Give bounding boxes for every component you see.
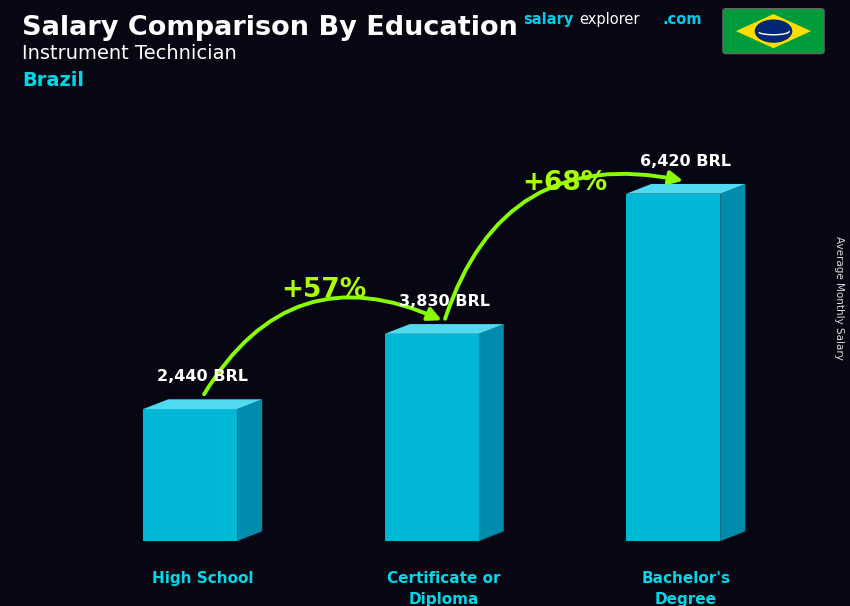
Polygon shape [237,399,262,541]
FancyBboxPatch shape [723,8,824,53]
Polygon shape [385,324,504,334]
Circle shape [756,20,791,42]
Polygon shape [626,184,745,194]
Polygon shape [479,324,504,541]
Text: 2,440 BRL: 2,440 BRL [157,369,248,384]
Text: +68%: +68% [523,170,608,196]
Text: explorer: explorer [579,12,639,27]
Text: +57%: +57% [280,278,366,304]
Text: Salary Comparison By Education: Salary Comparison By Education [22,15,518,41]
Text: Bachelor's
Degree: Bachelor's Degree [641,571,730,606]
Text: salary: salary [524,12,574,27]
Text: .com: .com [662,12,701,27]
Polygon shape [143,399,262,409]
Text: 6,420 BRL: 6,420 BRL [640,154,731,169]
Polygon shape [720,184,745,541]
Text: Instrument Technician: Instrument Technician [22,44,237,64]
Text: Brazil: Brazil [22,72,84,90]
Text: Average Monthly Salary: Average Monthly Salary [834,236,844,359]
Text: High School: High School [152,571,253,586]
Polygon shape [385,334,479,541]
Polygon shape [626,194,720,541]
Polygon shape [736,14,811,48]
Text: 3,830 BRL: 3,830 BRL [399,294,490,309]
Polygon shape [143,409,237,541]
Text: Certificate or
Diploma: Certificate or Diploma [388,571,501,606]
